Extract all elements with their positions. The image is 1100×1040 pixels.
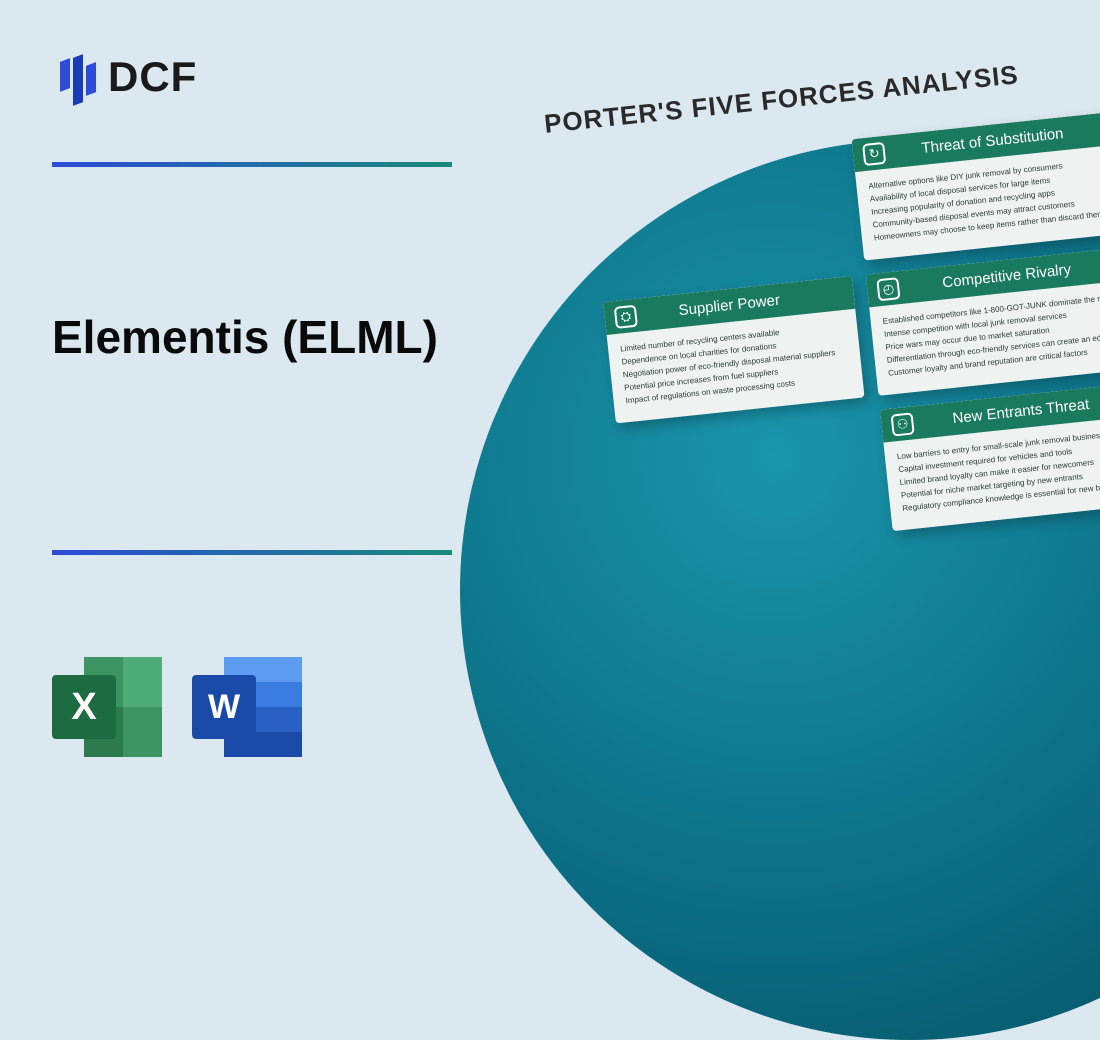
word-front-icon: W [192,675,256,739]
file-icons-row: X W [52,657,302,757]
card-title: New Entrants Threat [952,396,1090,427]
gear-icon: ⛭ [614,304,638,328]
logo: DCF [60,50,197,104]
clock-icon: ◴ [876,277,900,301]
analysis-title: PORTER'S FIVE FORCES ANALYSIS [543,59,1020,140]
divider-bottom [52,550,452,555]
card-rivalry: ◴ Competitive Rivalry Established compet… [866,245,1100,396]
card-entrants: ⚇ New Entrants Threat Low barriers to en… [880,381,1100,532]
refresh-icon: ↻ [862,141,886,165]
person-icon: ⚇ [890,412,914,436]
card-supplier: ⛭ Supplier Power Limited number of recyc… [603,276,864,423]
card-title: Supplier Power [678,292,781,320]
word-icon[interactable]: W [192,657,302,757]
logo-bars-icon [60,50,96,104]
excel-icon[interactable]: X [52,657,162,757]
logo-text: DCF [108,53,197,101]
divider-top [52,162,452,167]
excel-front-icon: X [52,675,116,739]
cards-container: ↻ Threat of Substitution Alternative opt… [573,110,1100,574]
card-title: Competitive Rivalry [942,261,1072,291]
card-substitution: ↻ Threat of Substitution Alternative opt… [852,110,1100,261]
page-title: Elementis (ELML) [52,310,438,364]
page-container: DCF Elementis (ELML) X W PORTER'S FIVE F… [0,0,1100,817]
card-title: Threat of Substitution [921,125,1065,157]
